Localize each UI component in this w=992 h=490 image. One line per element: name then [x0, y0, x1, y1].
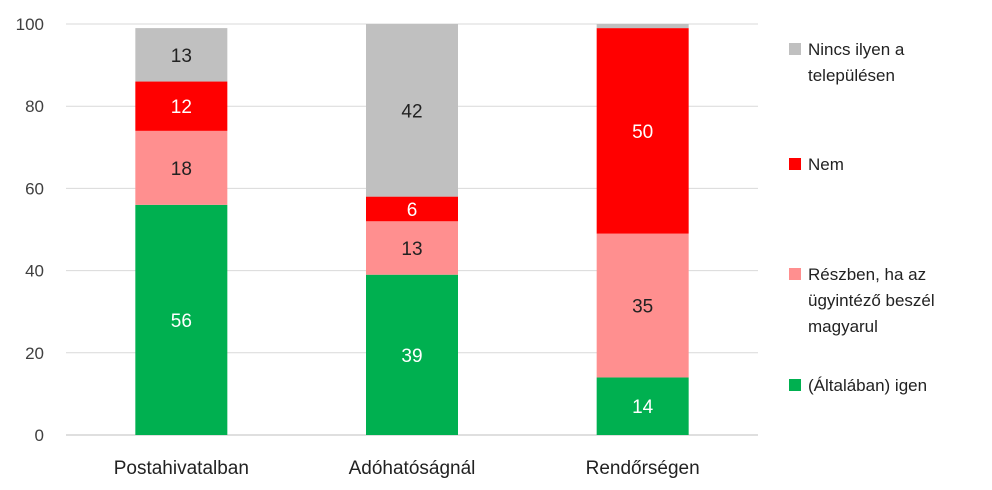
bar-segment [135, 81, 228, 131]
bar-segment [596, 377, 689, 435]
legend: Nincs ilyen a településen Nem Részben, ha a… [789, 40, 935, 395]
data-label: 42 [401, 101, 422, 122]
bar-group: 14 35 50 [596, 24, 689, 435]
y-tick-label: 100 [16, 15, 44, 34]
legend-label: Nincs ilyen a [808, 40, 905, 59]
bar-segment [366, 221, 458, 275]
y-tick-label: 20 [25, 344, 44, 363]
x-category-label: Adóhatóságnál [349, 458, 476, 479]
bar-group: 56 18 12 13 [135, 28, 228, 435]
legend-label: ügyintéző beszél [808, 291, 935, 310]
y-tick-label: 60 [25, 179, 44, 198]
data-label: 39 [401, 346, 422, 367]
x-category-label: Postahivatalban [114, 458, 249, 479]
y-tick-label: 80 [25, 97, 44, 116]
legend-label: településen [808, 66, 895, 85]
legend-swatch [789, 268, 801, 280]
legend-item: Nincs ilyen a településen [789, 40, 905, 85]
y-tick-label: 40 [25, 262, 44, 281]
bar-segment [366, 24, 458, 197]
data-label: 13 [401, 239, 422, 260]
bar-segment [596, 24, 689, 29]
bar-group: 39 13 6 42 [366, 24, 458, 435]
legend-label: (Általában) igen [808, 376, 927, 395]
data-label: 12 [171, 97, 192, 118]
data-label: 13 [171, 46, 192, 67]
legend-item: (Általában) igen [789, 376, 927, 395]
legend-swatch [789, 43, 801, 55]
legend-swatch [789, 379, 801, 391]
data-label: 50 [632, 122, 653, 143]
y-axis: 0 20 40 60 80 100 [16, 15, 44, 445]
data-label: 6 [407, 200, 418, 221]
bar-segment [596, 233, 689, 378]
bar-segment [366, 196, 458, 222]
data-label: 35 [632, 297, 653, 318]
data-label: 14 [632, 397, 654, 418]
y-tick-label: 0 [35, 426, 44, 445]
data-label: 18 [171, 159, 192, 180]
legend-label: Részben, ha az [808, 265, 926, 284]
legend-item: Nem [789, 155, 844, 174]
bar-segment [135, 130, 228, 205]
legend-item: Részben, ha az ügyintéző beszél magyarul [789, 265, 935, 336]
bars: 56 18 12 13 39 13 6 42 14 35 50 [135, 24, 689, 435]
data-label: 56 [171, 311, 192, 332]
x-axis: Postahivatalban Adóhatóságnál Rendőrségen [114, 458, 700, 479]
bar-segment [135, 28, 228, 82]
legend-label: magyarul [808, 317, 878, 336]
legend-label: Nem [808, 155, 844, 174]
bar-segment [596, 28, 689, 234]
legend-swatch [789, 158, 801, 170]
x-category-label: Rendőrségen [586, 458, 700, 479]
bar-segment [366, 274, 458, 435]
bar-segment [135, 204, 228, 435]
